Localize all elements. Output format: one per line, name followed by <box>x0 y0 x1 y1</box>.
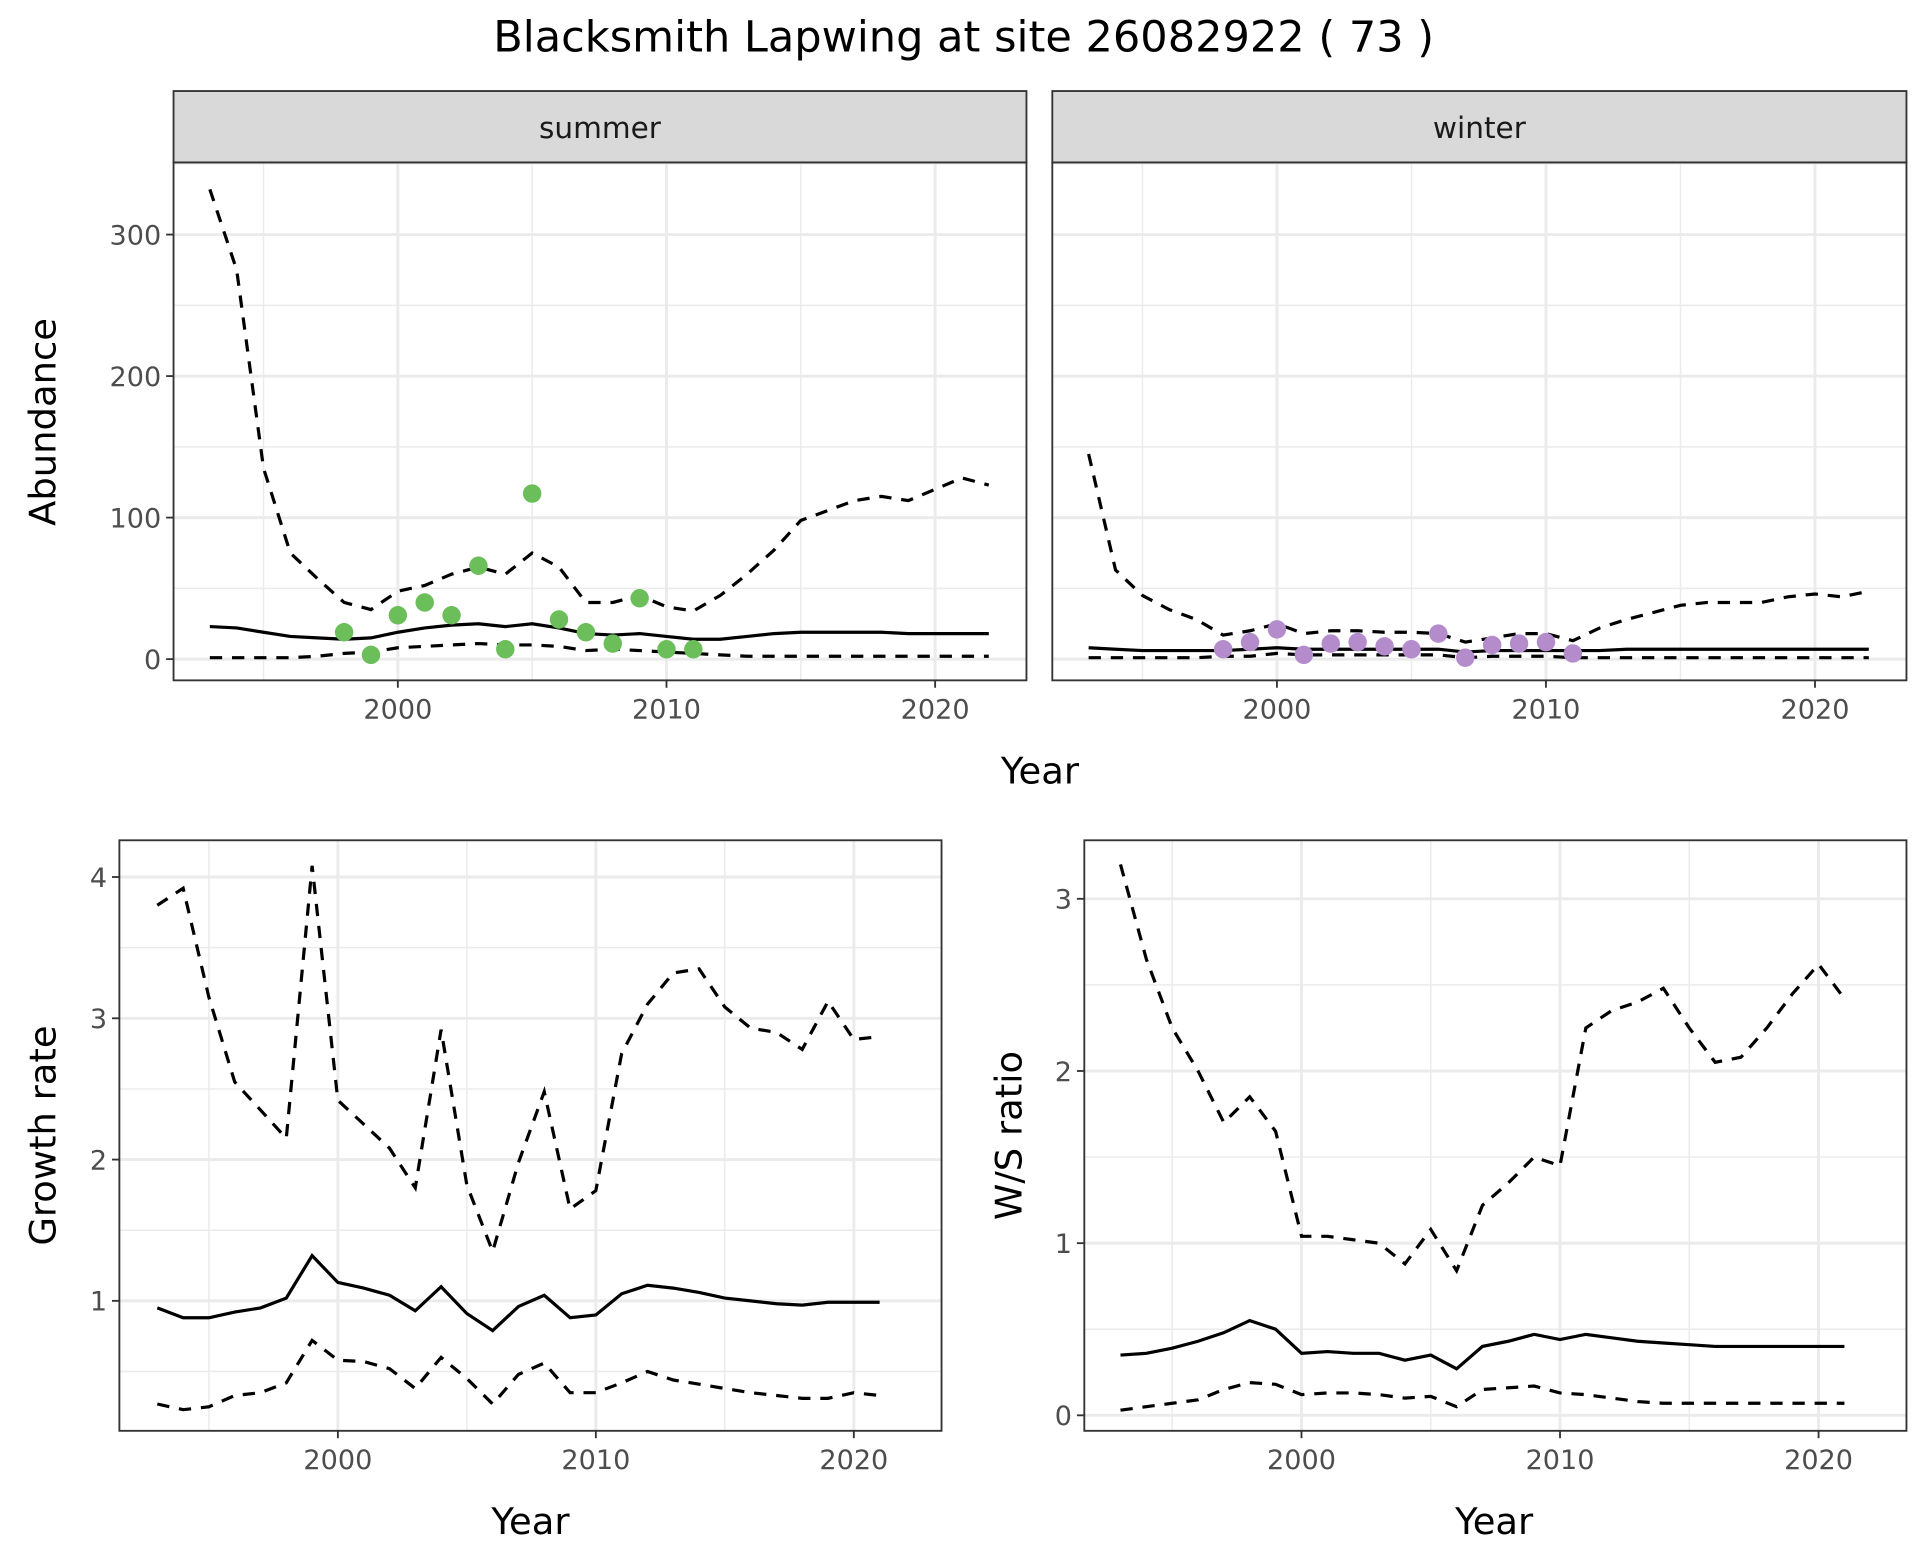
summer-data-point <box>549 610 569 629</box>
x-tick-label: 2010 <box>1526 1445 1595 1476</box>
winter-data-point <box>1456 648 1475 667</box>
facet-label-summer: summer <box>539 111 662 145</box>
summer-data-point <box>576 623 596 642</box>
facet-strip-summer <box>172 90 1028 164</box>
winter-data-point <box>1482 635 1502 655</box>
winter-data-point <box>1563 644 1583 663</box>
x-tick-label: 2020 <box>819 1445 888 1476</box>
plot-background <box>173 162 1027 681</box>
summer-data-point <box>522 484 542 503</box>
winter-data-point <box>1402 639 1421 659</box>
summer-lower-line <box>209 641 989 660</box>
summer-data-point <box>469 556 488 575</box>
summer-data-point <box>361 645 381 665</box>
x-tick-label: 2010 <box>1512 694 1581 725</box>
x-axis-title: Year <box>1000 750 1080 793</box>
summer-data-point <box>442 606 461 625</box>
panel-border <box>1083 839 1908 1432</box>
winter-data-point <box>1213 639 1233 659</box>
y-tick-label: 2 <box>1055 1057 1072 1088</box>
x-tick-label: 2010 <box>632 694 701 725</box>
x-tick-label: 2000 <box>363 694 432 725</box>
facet-label-winter: winter <box>1433 111 1527 145</box>
winter-data-point <box>1240 632 1260 652</box>
figure-title: Blacksmith Lapwing at site 26082922 ( 73… <box>493 13 1434 63</box>
growth-panel: 2000 2010 2020 1 2 3 4 <box>90 839 943 1476</box>
x-tick-label: 2000 <box>303 1445 372 1476</box>
plot-background <box>119 840 942 1431</box>
winter-data-point <box>1348 632 1367 652</box>
y-axis-title: Abundance <box>21 318 64 526</box>
y-tick-label: 0 <box>1055 1401 1072 1432</box>
y-tick-label: 1 <box>1055 1229 1072 1260</box>
ws-ratio-y-axis-title: W/S ratio <box>988 1051 1031 1220</box>
x-tick-label: 2010 <box>561 1445 630 1476</box>
ws-ratio-mean-line <box>1120 1318 1845 1371</box>
x-tick-label: 2000 <box>1242 694 1311 725</box>
growth-y-axis-title: Growth rate <box>21 1025 64 1245</box>
ws-ratio-upper-line <box>1118 863 1846 1275</box>
summer-data-point <box>603 634 622 653</box>
winter-lower-line <box>1088 651 1869 660</box>
y-tick-label: 4 <box>90 863 107 894</box>
x-tick-label: 2000 <box>1267 1445 1336 1476</box>
summer-upper-line <box>208 188 990 613</box>
y-tick-label: 3 <box>90 1004 107 1035</box>
x-tick-label: 2020 <box>1784 1445 1853 1476</box>
panel-border <box>118 839 943 1432</box>
winter-data-point <box>1429 624 1448 643</box>
winter-data-point <box>1375 637 1394 656</box>
winter-data-point <box>1321 634 1340 653</box>
y-tick-label: 1 <box>90 1287 107 1318</box>
abundance-winter-panel: 2000 2010 2020 winter <box>1051 90 1908 725</box>
abundance-summer-panel: 2000 2010 2020 0 100 200 300 summer <box>110 90 1028 725</box>
winter-data-point <box>1294 645 1314 665</box>
winter-data-point <box>1267 620 1287 639</box>
y-tick-label: 0 <box>144 645 161 676</box>
summer-data-point <box>415 593 434 612</box>
summer-data-point <box>684 639 703 659</box>
y-tick-label: 3 <box>1055 885 1072 916</box>
y-tick-label: 2 <box>90 1145 107 1176</box>
growth-x-axis-title: Year <box>490 1500 570 1543</box>
facet-strip-winter <box>1051 90 1908 164</box>
summer-data-point <box>657 639 676 659</box>
growth-upper-line <box>156 865 880 1257</box>
summer-data-point <box>334 623 354 642</box>
plot-background <box>1052 162 1907 681</box>
y-tick-label: 300 <box>110 220 162 251</box>
growth-mean-line <box>156 1253 880 1333</box>
summer-data-point <box>388 606 408 625</box>
x-tick-label: 2020 <box>1781 694 1850 725</box>
y-tick-label: 100 <box>110 503 162 534</box>
summer-data-point <box>630 589 649 608</box>
ws-ratio-panel: 2000 2010 2020 0 1 2 3 <box>1055 839 1908 1476</box>
x-tick-label: 2020 <box>901 694 970 725</box>
growth-lower-line <box>156 1338 880 1412</box>
winter-data-point <box>1536 632 1556 652</box>
ws-ratio-x-axis-title: Year <box>1454 1500 1534 1543</box>
y-tick-label: 200 <box>110 362 162 393</box>
winter-data-point <box>1509 634 1529 653</box>
summer-data-point <box>496 639 515 659</box>
